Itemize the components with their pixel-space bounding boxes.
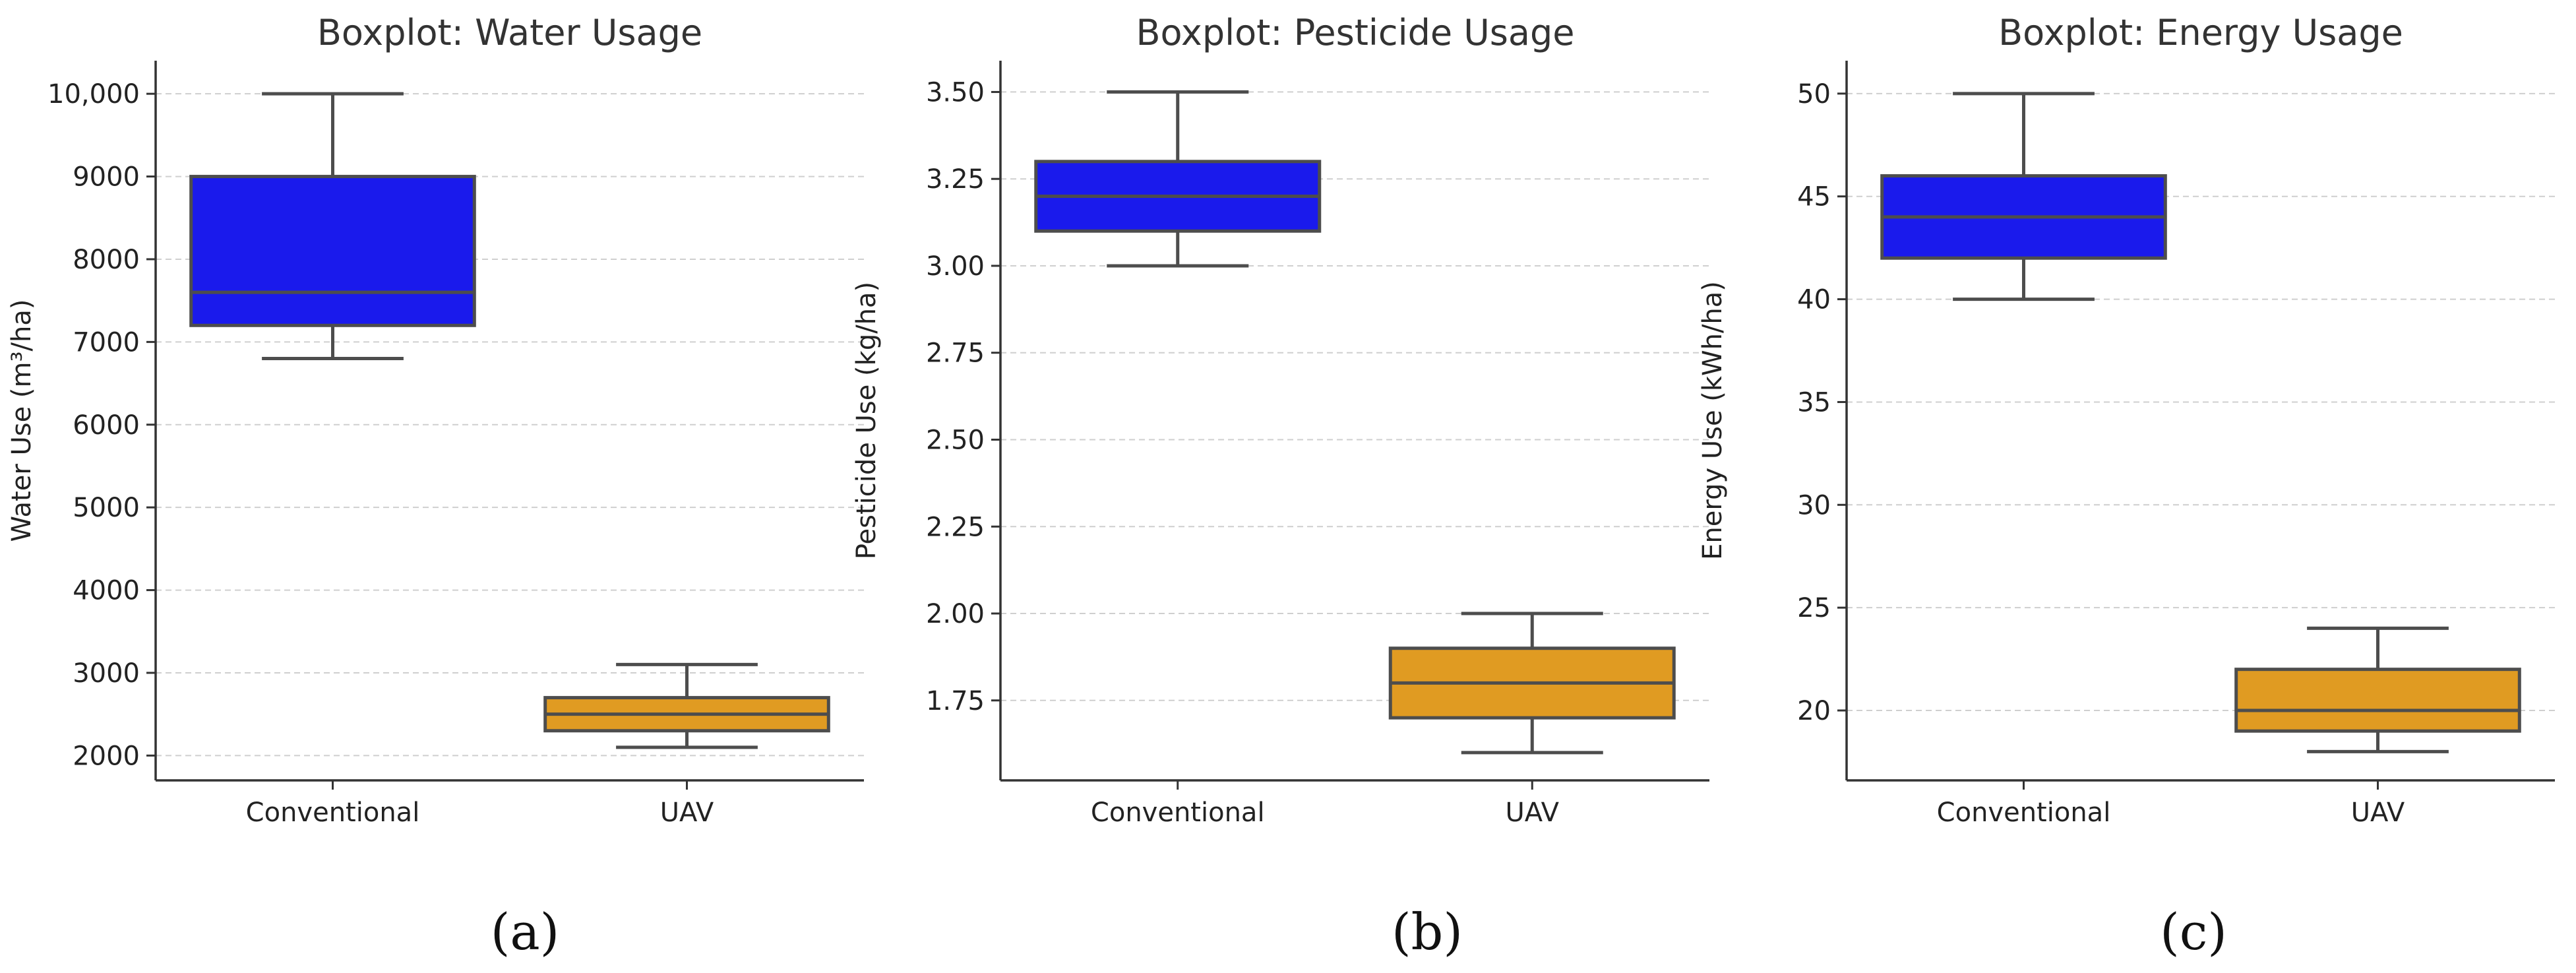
y-tick-label: 8000: [73, 245, 140, 275]
y-tick-label: 20: [1797, 696, 1831, 726]
x-tick-label: UAV: [1506, 798, 1560, 828]
panel-label-a: (a): [490, 902, 560, 961]
y-tick-label: 50: [1797, 79, 1831, 110]
box-conventional: [1034, 90, 1322, 268]
y-tick-label: 2.50: [926, 425, 985, 455]
y-tick-label: 2.75: [926, 338, 985, 369]
chart-panel-3: 20 25 30 35 40 45 50 Conventional UAV Boxplot: En…: [1698, 12, 2555, 828]
y-tick-label: 3.50: [926, 77, 985, 108]
y-axis-label: Pesticide Use (kg/ha): [851, 282, 882, 559]
y-axis-label: Energy Use (kWh/ha): [1698, 281, 1728, 560]
panel-label-b: (b): [1392, 902, 1463, 961]
x-tick-label: UAV: [660, 798, 714, 828]
y-tick-label: 3000: [73, 658, 140, 689]
chart-title: Boxplot: Pesticide Usage: [1136, 12, 1574, 53]
y-tick-label: 10,000: [47, 79, 140, 110]
y-tick-label: 1.75: [926, 686, 985, 716]
y-tick-label: 40: [1797, 285, 1831, 315]
y-tick-label: 2.00: [926, 599, 985, 629]
x-tick-label: UAV: [2351, 798, 2405, 828]
y-tick-label: 2.25: [926, 512, 985, 542]
y-tick-label: 35: [1797, 387, 1831, 418]
box-iqr: [2234, 668, 2521, 733]
y-tick-label: 3.00: [926, 251, 985, 282]
y-tick-label: 45: [1797, 182, 1831, 212]
x-tick-label: Conventional: [1937, 798, 2111, 828]
y-tick-label: 30: [1797, 490, 1831, 520]
panel-label-c: (c): [2160, 902, 2227, 961]
x-tick-label: Conventional: [246, 798, 420, 828]
y-tick-label: 2000: [73, 741, 140, 771]
box-uav: [543, 662, 830, 749]
y-tick-label: 5000: [73, 493, 140, 523]
box-conventional: [1880, 92, 2167, 301]
box-uav: [1388, 612, 1676, 755]
box-conventional: [189, 92, 476, 360]
x-tick-label: Conventional: [1091, 798, 1265, 828]
box-iqr: [189, 175, 476, 327]
y-tick-label: 25: [1797, 593, 1831, 623]
y-axis-label: Water Use (m³/ha): [7, 299, 37, 542]
y-tick-label: 3.25: [926, 164, 985, 195]
chart-panel-2: 1.75 2.00 2.25 2.50 2.75 3.00 3.25 3.50 Conventi…: [851, 12, 1709, 828]
chart-panel-1: 2000 3000 4000 5000 6000 7000 8000 9000 10,000 Co…: [7, 12, 864, 828]
y-tick-label: 7000: [73, 327, 140, 358]
y-tick-label: 6000: [73, 410, 140, 441]
chart-title: Boxplot: Energy Usage: [1998, 12, 2403, 53]
y-tick-label: 9000: [73, 162, 140, 193]
y-tick-label: 4000: [73, 576, 140, 606]
chart-title: Boxplot: Water Usage: [317, 12, 702, 53]
box-uav: [2234, 626, 2521, 753]
